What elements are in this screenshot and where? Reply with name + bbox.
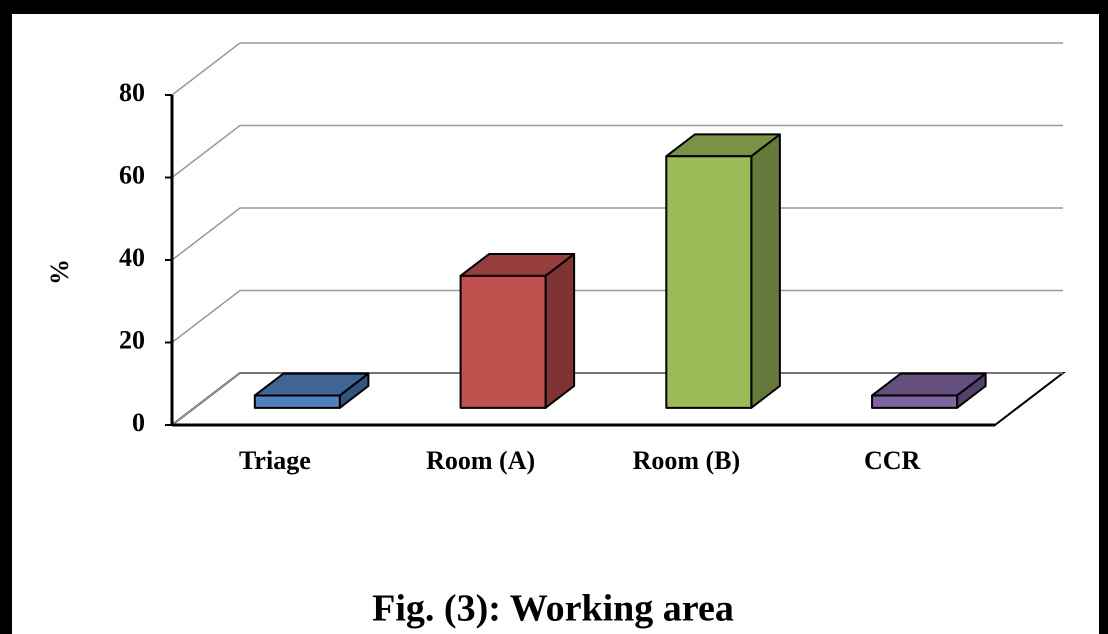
bar-side [750,133,781,409]
grid-line [171,372,1063,426]
bar [665,155,753,409]
bar [459,274,547,409]
grid-line [171,207,1063,261]
y-axis-label: % [45,259,74,285]
bar [253,394,341,409]
y-tick-label: 60 [119,160,145,189]
y-tick-label: 40 [119,243,145,272]
x-tick-label: Triage [239,446,311,475]
chart-title: Fig. (3): Working area [372,588,734,630]
x-tick-label: CCR [864,446,921,475]
grid-line [171,42,1063,96]
grid-line [171,289,1063,344]
y-tick-label: 80 [119,78,145,107]
grid-line [171,124,1063,179]
y-tick-label: 0 [132,408,145,437]
bar-side [544,253,576,409]
x-tick-label: Room (A) [426,446,535,475]
bar [871,394,959,409]
x-tick-label: Room (B) [633,446,741,475]
y-tick-label: 20 [119,325,145,354]
